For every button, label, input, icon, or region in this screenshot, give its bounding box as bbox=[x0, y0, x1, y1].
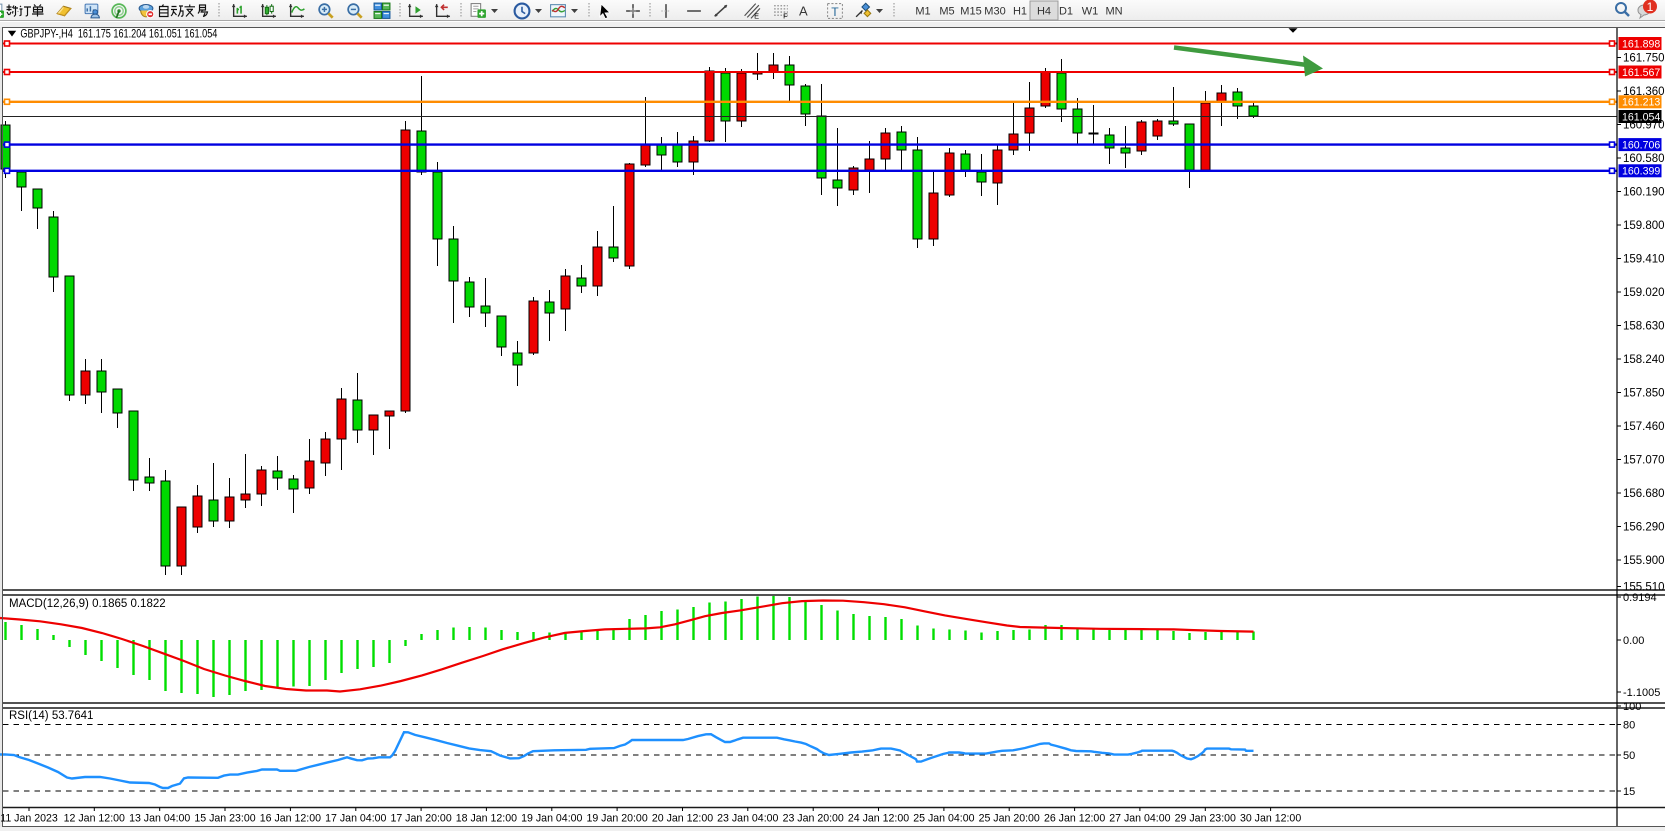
svg-text:1: 1 bbox=[1647, 0, 1654, 14]
svg-text:12 Jan 12:00: 12 Jan 12:00 bbox=[64, 813, 125, 825]
svg-text:H4: H4 bbox=[1037, 6, 1051, 18]
svg-text:100: 100 bbox=[1623, 701, 1641, 713]
svg-text:19 Jan 20:00: 19 Jan 20:00 bbox=[586, 813, 647, 825]
svg-text:157.850: 157.850 bbox=[1623, 388, 1665, 400]
svg-text:159.800: 159.800 bbox=[1623, 220, 1665, 232]
svg-text:0.9194: 0.9194 bbox=[1623, 592, 1657, 604]
svg-text:161.750: 161.750 bbox=[1623, 53, 1665, 65]
svg-text:W1: W1 bbox=[1082, 6, 1099, 18]
svg-text:160.399: 160.399 bbox=[1622, 166, 1660, 178]
svg-text:24 Jan 12:00: 24 Jan 12:00 bbox=[848, 813, 909, 825]
svg-text:T: T bbox=[831, 5, 839, 19]
svg-text:18 Jan 12:00: 18 Jan 12:00 bbox=[456, 813, 517, 825]
svg-text:E: E bbox=[754, 11, 759, 20]
svg-text:23 Jan 20:00: 23 Jan 20:00 bbox=[783, 813, 844, 825]
svg-text:H1: H1 bbox=[1013, 6, 1027, 18]
svg-text:160.190: 160.190 bbox=[1623, 187, 1665, 199]
svg-text:161.054: 161.054 bbox=[1622, 111, 1660, 123]
svg-text:17 Jan 04:00: 17 Jan 04:00 bbox=[325, 813, 386, 825]
svg-text:160.580: 160.580 bbox=[1623, 153, 1665, 165]
svg-text:M15: M15 bbox=[960, 6, 981, 18]
svg-text:26 Jan 12:00: 26 Jan 12:00 bbox=[1044, 813, 1105, 825]
svg-text:25 Jan 04:00: 25 Jan 04:00 bbox=[913, 813, 974, 825]
svg-text:158.240: 158.240 bbox=[1623, 354, 1665, 366]
svg-text:M30: M30 bbox=[984, 6, 1005, 18]
svg-text:-1.1005: -1.1005 bbox=[1623, 687, 1660, 699]
svg-text:20 Jan 12:00: 20 Jan 12:00 bbox=[652, 813, 713, 825]
svg-text:19 Jan 04:00: 19 Jan 04:00 bbox=[521, 813, 582, 825]
svg-text:155.510: 155.510 bbox=[1623, 582, 1665, 594]
svg-text:161.360: 161.360 bbox=[1623, 86, 1665, 98]
svg-text:80: 80 bbox=[1623, 720, 1635, 732]
svg-text:13 Jan 04:00: 13 Jan 04:00 bbox=[129, 813, 190, 825]
svg-text:27 Jan 04:00: 27 Jan 04:00 bbox=[1109, 813, 1170, 825]
svg-text:M5: M5 bbox=[939, 6, 954, 18]
svg-text:15: 15 bbox=[1623, 786, 1635, 798]
svg-text:160.706: 160.706 bbox=[1622, 139, 1660, 151]
svg-text:159.020: 159.020 bbox=[1623, 287, 1665, 299]
svg-text:161.567: 161.567 bbox=[1622, 67, 1660, 79]
svg-text:15 Jan 23:00: 15 Jan 23:00 bbox=[194, 813, 255, 825]
svg-text:30 Jan 12:00: 30 Jan 12:00 bbox=[1240, 813, 1301, 825]
svg-text:156.290: 156.290 bbox=[1623, 522, 1665, 534]
svg-text:157.460: 157.460 bbox=[1623, 421, 1665, 433]
svg-text:11 Jan 2023: 11 Jan 2023 bbox=[0, 813, 58, 825]
svg-text:M1: M1 bbox=[915, 6, 930, 18]
svg-text:D1: D1 bbox=[1059, 6, 1073, 18]
svg-text:50: 50 bbox=[1623, 750, 1635, 762]
svg-text:RSI(14) 53.7641: RSI(14) 53.7641 bbox=[9, 710, 93, 722]
svg-text:156.680: 156.680 bbox=[1623, 488, 1665, 500]
svg-text:GBPJPY-,H4 161.175 161.204 16: GBPJPY-,H4 161.175 161.204 161.051 161.0… bbox=[20, 27, 217, 41]
svg-text:MN: MN bbox=[1105, 6, 1122, 18]
svg-text:157.070: 157.070 bbox=[1623, 455, 1665, 467]
svg-text:MACD(12,26,9) 0.1865 0.1822: MACD(12,26,9) 0.1865 0.1822 bbox=[9, 598, 166, 610]
svg-text:25 Jan 20:00: 25 Jan 20:00 bbox=[979, 813, 1040, 825]
svg-text:155.900: 155.900 bbox=[1623, 555, 1665, 567]
svg-text:158.630: 158.630 bbox=[1623, 321, 1665, 333]
svg-text:159.410: 159.410 bbox=[1623, 254, 1665, 266]
svg-text:161.213: 161.213 bbox=[1622, 97, 1660, 109]
svg-text:161.898: 161.898 bbox=[1622, 38, 1660, 50]
svg-text:F: F bbox=[783, 11, 788, 20]
svg-text:0.00: 0.00 bbox=[1623, 635, 1644, 647]
svg-text:23 Jan 04:00: 23 Jan 04:00 bbox=[717, 813, 778, 825]
svg-text:17 Jan 20:00: 17 Jan 20:00 bbox=[390, 813, 451, 825]
svg-text:29 Jan 23:00: 29 Jan 23:00 bbox=[1175, 813, 1236, 825]
svg-text:A: A bbox=[799, 4, 808, 19]
svg-text:16 Jan 12:00: 16 Jan 12:00 bbox=[260, 813, 321, 825]
